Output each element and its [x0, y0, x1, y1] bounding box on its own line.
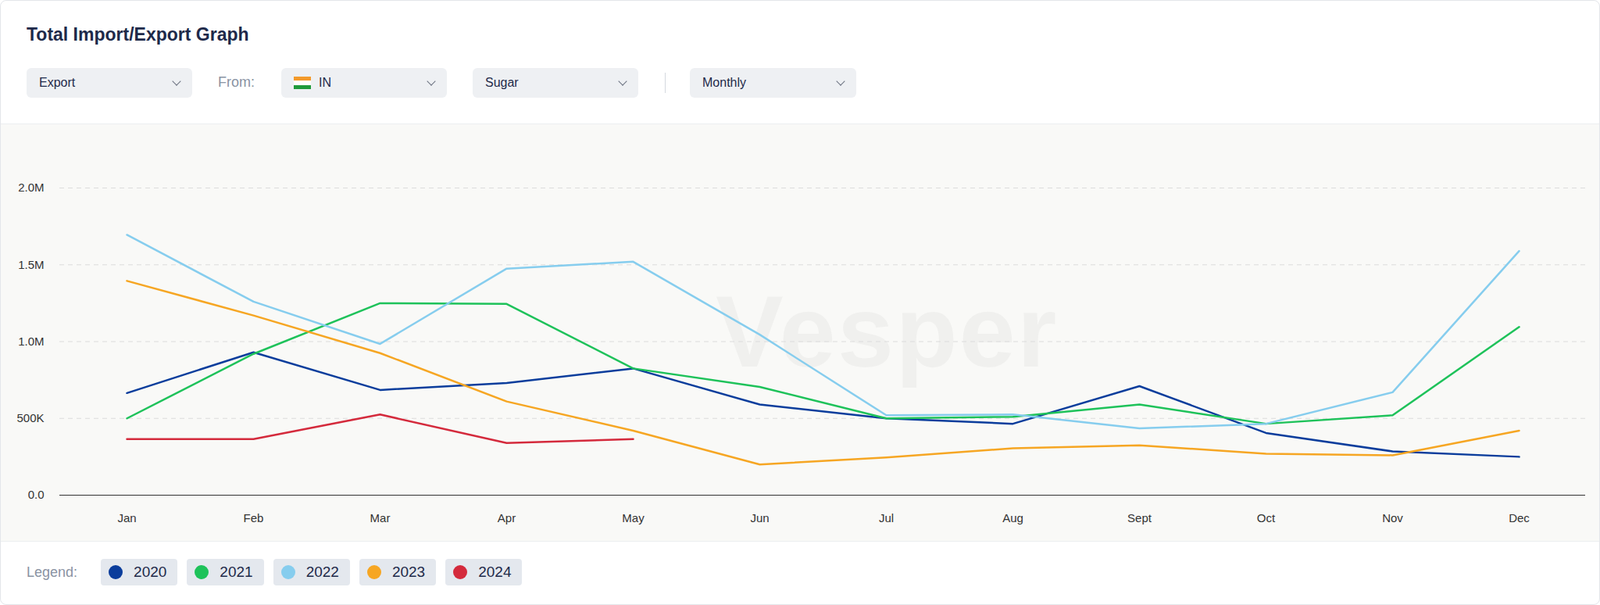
svg-text:500K: 500K — [16, 410, 44, 425]
svg-text:Sept: Sept — [1127, 510, 1153, 525]
html-text:Export: Export — [39, 75, 76, 90]
svg-text:Nov: Nov — [1382, 510, 1404, 525]
svg-text:Aug: Aug — [1002, 510, 1024, 525]
html-text:Total Import/Export Graph: Total Import/Export Graph — [26, 24, 249, 45]
html-text:2022: 2022 — [305, 563, 339, 580]
svg-text:Jul: Jul — [878, 510, 894, 525]
svg-text:0.0: 0.0 — [28, 487, 45, 501]
html-text:IN: IN — [318, 75, 332, 90]
svg-text:1.5M: 1.5M — [17, 257, 44, 272]
svg-text:Dec: Dec — [1508, 510, 1530, 525]
html-text:2024: 2024 — [478, 563, 512, 580]
html-text:2020: 2020 — [133, 563, 167, 580]
svg-text:Oct: Oct — [1257, 510, 1276, 525]
svg-text:May: May — [621, 510, 645, 525]
html-text:2021: 2021 — [219, 563, 253, 580]
svg-text:1.0M: 1.0M — [17, 334, 44, 348]
html-text:Vesper: Vesper — [715, 274, 1059, 389]
html-text:Sugar: Sugar — [485, 75, 519, 90]
svg-text:Mar: Mar — [370, 510, 391, 525]
html-text:From:: From: — [217, 74, 255, 90]
svg-text:Apr: Apr — [497, 510, 516, 525]
svg-text:Feb: Feb — [243, 510, 265, 525]
svg-text:Jan: Jan — [117, 510, 136, 525]
html-text:2023: 2023 — [392, 563, 426, 580]
html-text:Legend:: Legend: — [26, 563, 78, 580]
svg-text:Jun: Jun — [750, 510, 769, 525]
html-text:Monthly: Monthly — [702, 75, 747, 90]
svg-text:2.0M: 2.0M — [17, 180, 44, 194]
